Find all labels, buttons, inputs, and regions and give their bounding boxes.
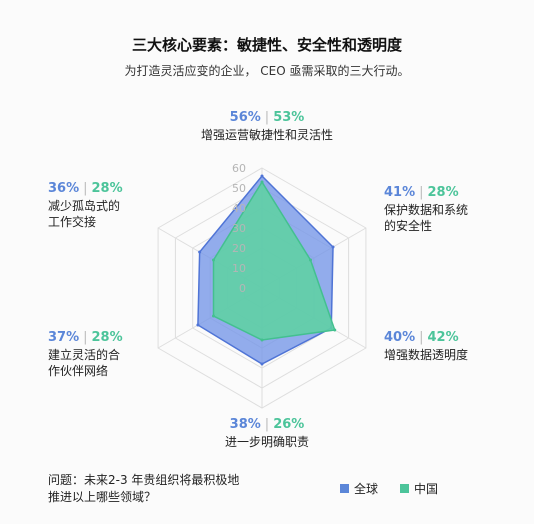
survey-question: 问题：未来2-3 年贵组织将最积极地 推进以上哪些领域？ bbox=[48, 473, 240, 504]
r-tick-label-5: 50 bbox=[232, 182, 246, 195]
category-name-4: 建立灵活的合 作伙伴网络 bbox=[48, 348, 121, 378]
r-tick-label-0: 0 bbox=[239, 282, 246, 295]
category-name-1: 保护数据和系统 的安全性 bbox=[384, 203, 469, 233]
china-value-5: 28% bbox=[91, 181, 123, 196]
radar-series bbox=[196, 174, 337, 366]
chart-subtitle: 为打造灵活应变的企业， CEO 亟需采取的三大行动。 bbox=[124, 64, 410, 78]
category-label-4: 37% | 28% 建立灵活的合 作伙伴网络 bbox=[48, 329, 158, 379]
category-label-3: 38% | 26% 进一步明确职责 bbox=[167, 416, 367, 450]
series-0-point-5 bbox=[198, 250, 202, 254]
global-value-3: 38% bbox=[229, 417, 261, 432]
legend: 全球 中国 bbox=[340, 480, 438, 497]
legend-swatch-china bbox=[400, 484, 410, 493]
china-value-3: 26% bbox=[273, 417, 305, 432]
china-value-0: 53% bbox=[273, 110, 305, 125]
global-value-5: 36% bbox=[48, 181, 80, 196]
global-value-0: 56% bbox=[229, 110, 261, 125]
r-tick-label-4: 40 bbox=[232, 202, 246, 215]
legend-item-china: 中国 bbox=[400, 480, 438, 497]
chart-title: 三大核心要素：敏捷性、安全性和透明度 bbox=[131, 36, 402, 54]
series-0-point-0 bbox=[260, 174, 264, 178]
series-1-point-5 bbox=[212, 258, 216, 262]
series-1-point-2 bbox=[333, 328, 337, 332]
legend-label-global: 全球 bbox=[354, 482, 379, 496]
category-name-5: 减少孤岛式的 工作交接 bbox=[48, 199, 121, 229]
category-label-5: 36% | 28% 减少孤岛式的 工作交接 bbox=[48, 180, 158, 230]
legend-label-china: 中国 bbox=[414, 482, 439, 496]
category-name-0: 增强运营敏捷性和灵活性 bbox=[200, 128, 333, 142]
series-1-point-1 bbox=[308, 258, 312, 262]
category-label-1: 41% | 28% 保护数据和系统 的安全性 bbox=[384, 184, 514, 234]
r-tick-label-1: 10 bbox=[232, 262, 246, 275]
series-0-point-3 bbox=[260, 362, 264, 366]
series-0-point-4 bbox=[196, 323, 200, 327]
radar-ticks: 0 10 20 30 40 50 60 bbox=[232, 162, 246, 295]
legend-item-global: 全球 bbox=[340, 480, 378, 497]
r-tick-label-2: 20 bbox=[232, 242, 246, 255]
category-name-2: 增强数据透明度 bbox=[384, 348, 469, 362]
china-value-2: 42% bbox=[427, 330, 459, 345]
global-value-4: 37% bbox=[48, 330, 80, 345]
china-value-4: 28% bbox=[91, 330, 123, 345]
r-tick-label-3: 30 bbox=[232, 222, 246, 235]
category-label-2: 40% | 42% 增强数据透明度 bbox=[384, 329, 514, 363]
series-1-point-4 bbox=[212, 314, 216, 318]
r-tick-label-6: 60 bbox=[232, 162, 246, 175]
category-label-0: 56% | 53% 增强运营敏捷性和灵活性 bbox=[167, 109, 367, 143]
global-value-2: 40% bbox=[384, 330, 416, 345]
global-value-1: 41% bbox=[384, 185, 416, 200]
legend-swatch-global bbox=[340, 484, 349, 493]
china-value-1: 28% bbox=[427, 185, 459, 200]
series-1-point-0 bbox=[260, 180, 264, 184]
category-name-3: 进一步明确职责 bbox=[224, 435, 309, 449]
series-0-point-1 bbox=[331, 245, 335, 249]
series-1-point-3 bbox=[260, 338, 264, 342]
